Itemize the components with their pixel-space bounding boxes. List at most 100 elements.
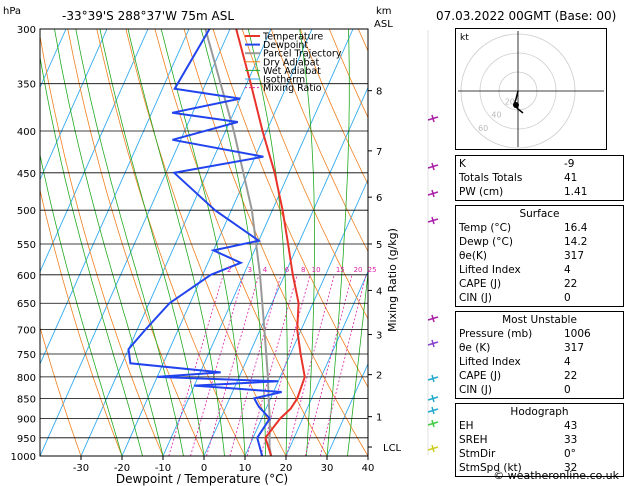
isotherm-line <box>40 29 231 456</box>
wind-barb-flag <box>431 394 435 403</box>
surface-label: CIN (J) <box>459 292 492 304</box>
surface-value: 4 <box>564 264 571 276</box>
unstable-value: 317 <box>564 342 585 354</box>
dry-adiabat-line <box>67 29 205 456</box>
indices-value: 41 <box>564 172 578 184</box>
surface-value: 22 <box>564 278 578 290</box>
hodograph-label: StmDir <box>459 448 496 460</box>
legend-entry: Parcel Trajectory <box>263 49 342 60</box>
wind-barbs <box>427 30 439 455</box>
unstable-value: 1006 <box>564 328 591 340</box>
unstable-value: 4 <box>564 356 571 368</box>
temperature-tick-label: -30 <box>73 463 89 474</box>
most-unstable-title: Most Unstable <box>502 314 577 326</box>
surface-value: 0 <box>564 292 571 304</box>
mixing-ratio-label: 15 <box>336 266 345 274</box>
isotherm-line <box>162 29 354 456</box>
km-tick-label: 5 <box>376 240 382 251</box>
pressure-tick-label: 500 <box>17 206 36 217</box>
legend-entry: Isotherm <box>263 75 305 86</box>
km-tick-label: 3 <box>376 331 382 342</box>
legend-entry: Wet Adiabat <box>263 66 321 77</box>
surface-row: Temp (°C) 16.4 <box>459 221 620 235</box>
mixing-ratio-label: 25 <box>368 266 377 274</box>
wind-barb-flag <box>431 374 435 383</box>
pressure-tick-label: 600 <box>17 271 36 282</box>
isobar-lines <box>40 29 368 456</box>
surface-value: 14.2 <box>564 236 588 248</box>
temperature-tick-label: 0 <box>201 463 207 474</box>
sounding-info-panel: K -9 Totals Totals 41 PW (cm) 1.41 Surface Te… <box>455 155 624 481</box>
surface-box: Surface Temp (°C) 16.4 Dewp (°C) 14.2 θe(K) 3… <box>455 205 624 307</box>
temperature-tick-label: -10 <box>155 463 171 474</box>
hodograph-ring-label: 40 <box>491 111 501 120</box>
isotherm-lines <box>40 29 368 456</box>
wind-barb-flag <box>431 216 435 225</box>
isotherm-line <box>40 29 108 181</box>
pressure-tick-label: 400 <box>17 127 36 138</box>
legend-entry: Dry Adiabat <box>263 57 320 68</box>
dry-adiabat-line <box>299 29 368 186</box>
unstable-row: CAPE (J) 22 <box>459 369 620 383</box>
wet-adiabat-line <box>326 29 350 456</box>
isotherm-line <box>285 270 368 456</box>
km-tick-label: LCL <box>383 443 402 454</box>
wind-barb-flag <box>431 189 435 198</box>
mixing-ratio-label: 10 <box>312 266 321 274</box>
pressure-tick-label: 650 <box>17 299 36 310</box>
hodograph-row: EH 43 <box>459 419 620 433</box>
copyright-footer: © weatheronline.co.uk <box>493 469 619 482</box>
surface-row: Lifted Index 4 <box>459 263 620 277</box>
surface-label: Temp (°C) <box>459 222 512 234</box>
km-label: km <box>376 6 392 17</box>
hodograph-value: 33 <box>564 434 578 446</box>
wet-adiabat-line <box>54 29 164 456</box>
temperature-tick-label: 30 <box>321 463 334 474</box>
hodograph-ring-label: 60 <box>478 124 488 133</box>
storm-motion-marker <box>513 102 519 108</box>
mixing-ratio-line <box>190 274 245 456</box>
pressure-tick-label: 950 <box>17 434 36 445</box>
indices-label: Totals Totals <box>459 172 523 184</box>
temperature-tick-label: -20 <box>114 463 130 474</box>
hodograph-value: 0° <box>564 448 576 460</box>
isotherm-line <box>40 29 190 365</box>
dry-adiabat-line <box>40 325 82 456</box>
dewpoint-line <box>127 29 282 456</box>
surface-label: θe(K) <box>459 250 487 262</box>
km-tick-label: 7 <box>376 147 382 158</box>
datetime-title: 07.03.2022 00GMT (Base: 00) <box>436 9 616 23</box>
unstable-row: CIN (J) 0 <box>459 383 620 397</box>
hodograph-kt-label: kt <box>460 33 469 43</box>
hodograph-row: StmSpd (kt) 32 <box>459 461 620 475</box>
wind-barb-flag <box>431 114 435 123</box>
pressure-tick-label: 700 <box>17 326 36 337</box>
unstable-label: CIN (J) <box>459 384 492 396</box>
hodograph-row: SREH 33 <box>459 433 620 447</box>
unstable-label: θe (K) <box>459 342 491 354</box>
km-tick-label: 1 <box>376 413 382 424</box>
mixing-ratio-line <box>168 274 224 456</box>
temperature-tick-label: 20 <box>280 463 293 474</box>
km-tick-label: 2 <box>376 371 382 382</box>
mixing-ratio-label: 2 <box>227 266 231 274</box>
pressure-tick-label: 300 <box>17 25 36 36</box>
mixing-ratio-label: 6 <box>285 266 290 274</box>
wind-barb-flag <box>431 339 435 348</box>
surface-value: 16.4 <box>564 222 588 234</box>
pressure-tick-label: 350 <box>17 80 36 91</box>
unstable-value: 22 <box>564 370 578 382</box>
wet-adiabat-line <box>347 269 368 456</box>
km-tick-label: 6 <box>376 193 382 204</box>
isotherm-line <box>326 362 368 456</box>
pressure-tick-label: 800 <box>17 373 36 384</box>
legend-entry: Dewpoint <box>263 40 308 51</box>
location-title: -33°39'S 288°37'W 75m ASL <box>62 9 234 23</box>
surface-row: Dewp (°C) 14.2 <box>459 235 620 249</box>
asl-label: ASL <box>374 19 393 30</box>
pressure-tick-label: 750 <box>17 350 36 361</box>
most-unstable-box: Most Unstable Pressure (mb) 1006 θe (K) 317… <box>455 311 624 399</box>
unstable-label: CAPE (J) <box>459 370 502 382</box>
